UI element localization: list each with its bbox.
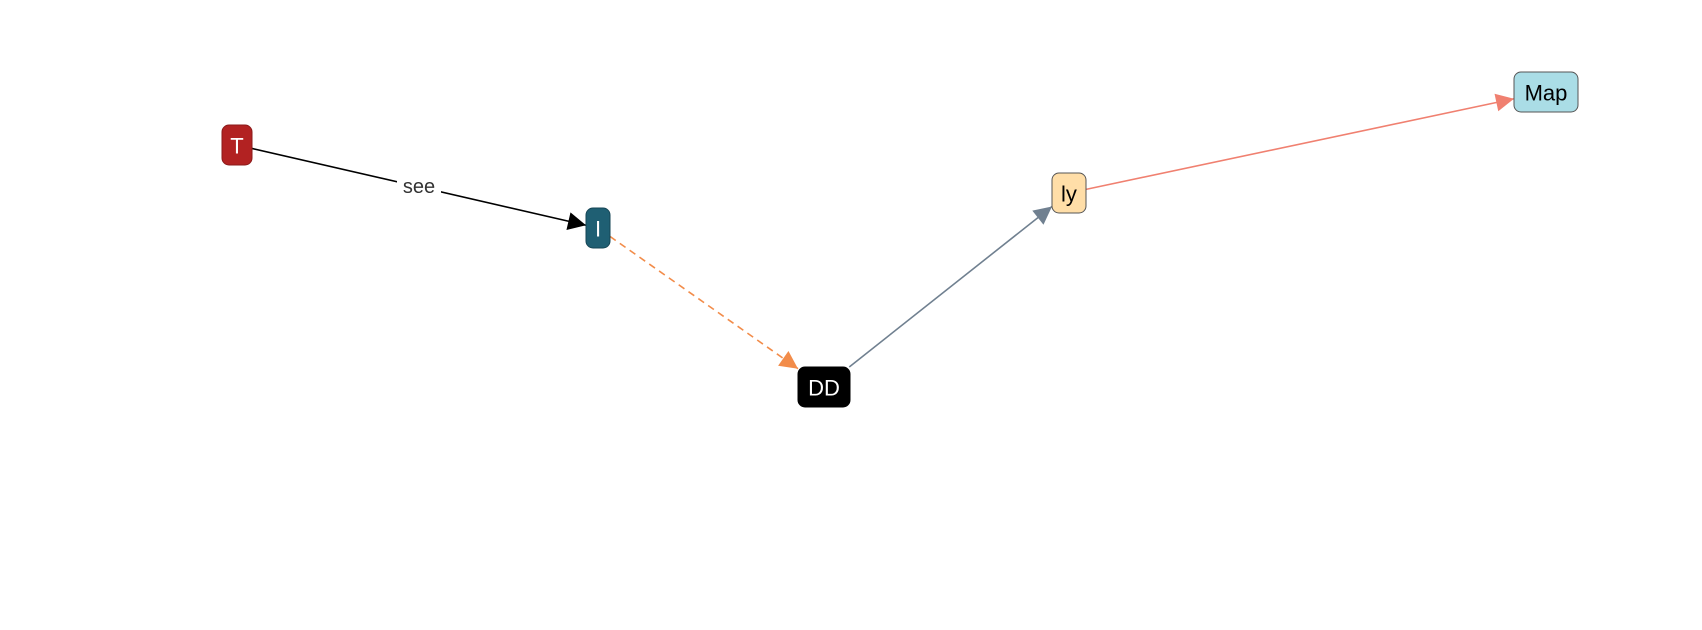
node-label-dd: DD xyxy=(808,376,840,401)
node-box-i xyxy=(585,207,611,249)
node-box-dd xyxy=(797,366,851,408)
node-label-map: Map xyxy=(1525,81,1568,106)
node-ly[interactable]: ly xyxy=(1051,172,1087,214)
edge-label-t-to-i: see xyxy=(403,176,435,198)
node-i[interactable]: I xyxy=(585,207,611,249)
node-label-ly: ly xyxy=(1061,182,1077,207)
node-map[interactable]: Map xyxy=(1513,71,1579,113)
node-t[interactable]: T xyxy=(221,124,253,166)
node-box-map xyxy=(1513,71,1579,113)
node-label-t: T xyxy=(230,134,243,159)
node-dd[interactable]: DD xyxy=(797,366,851,408)
node-box-ly xyxy=(1051,172,1087,214)
nodes-layer: T I DD ly Map xyxy=(221,71,1579,408)
edge-ly-to-map xyxy=(1085,93,1515,191)
node-label-i: I xyxy=(595,217,601,242)
edge-i-to-dd xyxy=(609,235,799,370)
edges-layer xyxy=(251,93,1515,370)
edge-dd-to-ly xyxy=(848,205,1053,368)
node-box-t xyxy=(221,124,253,166)
edge-labels-layer: see xyxy=(397,174,441,199)
edge-label-background xyxy=(397,174,441,199)
